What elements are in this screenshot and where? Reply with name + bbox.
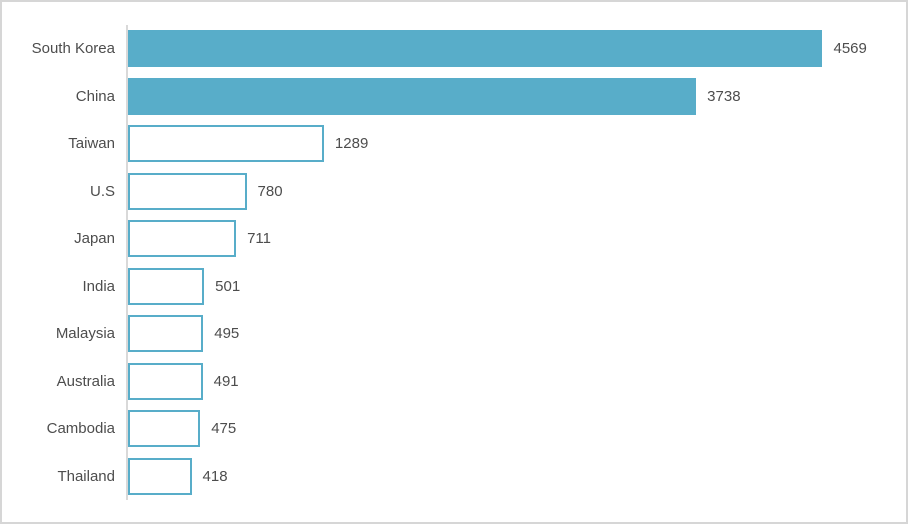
- value-label: 418: [202, 467, 228, 485]
- category-label: Thailand: [57, 467, 115, 485]
- plot-cell: 1289: [126, 120, 888, 168]
- category-label: China: [75, 87, 115, 105]
- bar: [128, 267, 205, 305]
- value-label: 780: [257, 182, 283, 200]
- category-label: India: [82, 277, 115, 295]
- plot-cell: 418: [126, 452, 888, 500]
- value-label: 711: [247, 230, 271, 248]
- plot-cell: 495: [126, 310, 888, 358]
- bar: [128, 220, 237, 258]
- plot-cell: 3738: [126, 72, 888, 120]
- plot-cell: 475: [126, 405, 888, 453]
- category-label: Malaysia: [55, 325, 115, 343]
- bar: [128, 315, 204, 353]
- plot-cell: 501: [126, 262, 888, 310]
- category-label: South Korea: [31, 40, 115, 58]
- bar: [128, 410, 201, 448]
- bar-row: China 3738: [12, 72, 888, 120]
- plot-area: South Korea 4569 China 3738 Taiwan 1289 U.S 780…: [12, 25, 888, 500]
- value-label: 491: [213, 372, 239, 390]
- value-label: 3738: [707, 87, 741, 105]
- plot-cell: 491: [126, 357, 888, 405]
- value-label: 4569: [833, 40, 867, 58]
- category-label: Australia: [56, 372, 115, 390]
- category-label: U.S: [89, 182, 115, 200]
- category-label: Taiwan: [68, 135, 115, 153]
- value-label: 501: [215, 277, 241, 295]
- category-label: Cambodia: [46, 420, 115, 438]
- bar: [128, 30, 823, 68]
- bar-row: India 501: [12, 262, 888, 310]
- bar-row: Taiwan 1289: [12, 120, 888, 168]
- bar: [128, 77, 697, 115]
- bar: [128, 457, 192, 495]
- plot-cell: 711: [126, 215, 888, 263]
- plot-cell: 4569: [126, 25, 888, 73]
- bar-row: U.S 780: [12, 167, 888, 215]
- value-label: 495: [214, 325, 240, 343]
- bar-row: Japan 711: [12, 215, 888, 263]
- bar: [128, 362, 203, 400]
- bar: [128, 125, 324, 163]
- bar-row: Malaysia 495: [12, 310, 888, 358]
- value-label: 1289: [334, 135, 369, 153]
- value-label: 475: [211, 420, 237, 438]
- category-label: Japan: [74, 230, 115, 248]
- bar-row: Australia 491: [12, 357, 888, 405]
- plot-cell: 780: [126, 167, 888, 215]
- bar-row: South Korea 4569: [12, 25, 888, 73]
- bar-row: Thailand 418: [12, 452, 888, 500]
- bar: [128, 172, 247, 210]
- bar-row: Cambodia 475: [12, 405, 888, 453]
